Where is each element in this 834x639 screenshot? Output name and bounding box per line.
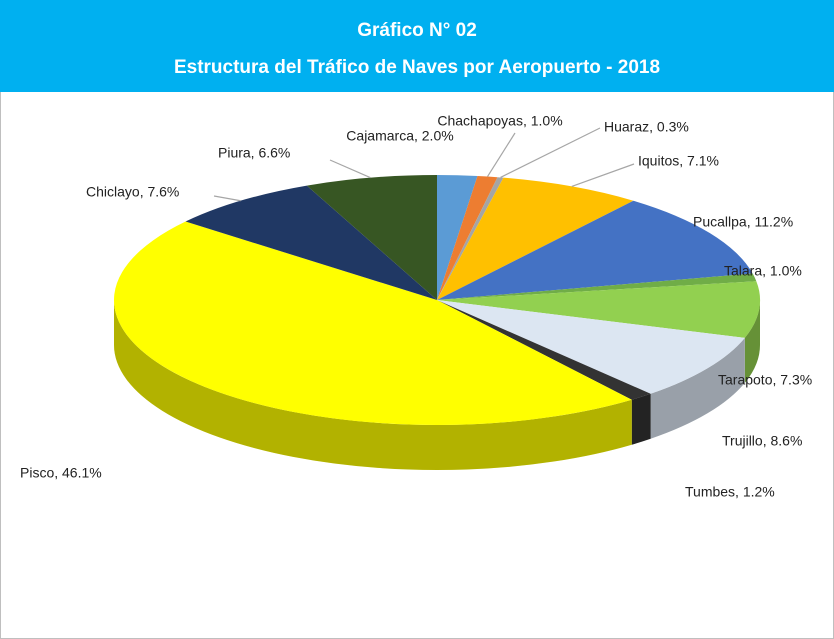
data-label: Tarapoto, 7.3% [718,372,812,388]
leader-line [500,127,601,178]
slice-side [650,337,745,439]
slice-side-shade [631,393,651,445]
data-label: Chiclayo, 7.6% [86,184,179,200]
data-label: Trujillo, 8.6% [722,433,802,449]
data-label: Pucallpa, 11.2% [693,214,793,230]
slice [437,175,478,300]
slice [437,177,634,300]
leader-line [329,159,371,179]
header [0,0,834,92]
data-label: Pisco, 46.1% [20,465,102,481]
slice [437,175,498,300]
slice-side [113,300,632,470]
leader-line [571,163,635,187]
slice-side-shade [650,337,745,439]
slice-side-shade [744,300,760,383]
slice [306,175,437,300]
data-label: Cajamarca, 2.0% [346,128,453,144]
data-label: Chachapoyas, 1.0% [437,113,562,129]
slice-side [744,300,760,383]
pie: Cajamarca, 2.0%Chachapoyas, 1.0% Huaraz, … [20,113,812,500]
chart-title: Gráfico N° 02 [357,20,477,41]
slice-side-shade [113,300,632,470]
slice [437,300,745,394]
slice [113,221,632,426]
slice [437,273,757,300]
data-label: Iquitos, 7.1% [638,153,719,169]
data-label: Piura, 6.6% [218,145,290,161]
slice [437,200,753,300]
data-label: Tumbes, 1.2% [685,484,775,500]
chart-subtitle: Estructura del Tráfico de Naves por Aero… [174,57,660,78]
leader-line [487,132,516,177]
slice [437,177,504,300]
slice [185,185,437,300]
slice [437,281,760,338]
leader-line [213,195,241,202]
slice [437,300,651,400]
data-label: Huaraz, 0.3% [604,119,689,135]
data-label: Talara, 1.0% [724,263,802,279]
slice-side [631,393,651,445]
